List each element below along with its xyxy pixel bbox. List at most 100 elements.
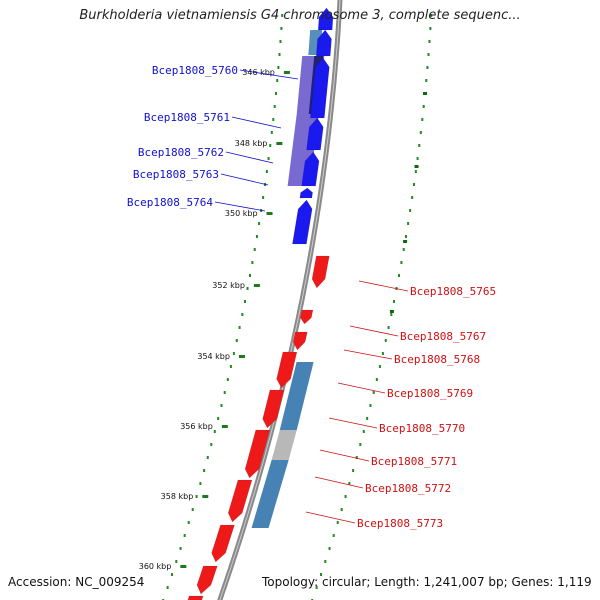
leader-line <box>358 280 409 292</box>
gene-label: Bcep1808_5769 <box>387 387 473 400</box>
gc-dot <box>223 391 226 394</box>
gene-label: Bcep1808_5770 <box>379 422 465 435</box>
reverse-gene-arrow <box>196 565 218 595</box>
gc-dot <box>203 469 206 472</box>
backbone-highlight <box>219 0 341 600</box>
cog-segment <box>251 460 289 528</box>
gc-dot <box>272 118 275 121</box>
gc-dot <box>430 14 433 17</box>
gc-dot <box>267 157 270 160</box>
gc-dot <box>179 547 182 550</box>
tick-mark <box>202 495 209 498</box>
gc-dot <box>427 53 430 56</box>
tick-mark <box>180 565 187 568</box>
gc-dot <box>418 144 421 147</box>
gc-mark <box>414 165 419 168</box>
gc-dot <box>191 508 194 511</box>
gene-label: Bcep1808_5762 <box>138 146 224 159</box>
gc-dot <box>375 378 378 381</box>
gene-label: Bcep1808_5763 <box>133 168 219 181</box>
tick-label: 358 kbp <box>161 492 194 501</box>
gc-dot <box>413 183 416 186</box>
gc-dot <box>348 482 351 485</box>
leader-line <box>214 201 266 212</box>
gc-dot <box>336 521 339 524</box>
gc-dot <box>352 469 355 472</box>
forward-gene-arrow <box>306 117 324 151</box>
gc-dot <box>278 53 281 56</box>
gc-dot <box>276 79 279 82</box>
gc-dot <box>340 508 343 511</box>
gc-dot <box>421 118 424 121</box>
tick-mark <box>276 142 283 145</box>
reverse-gene-arrow <box>262 389 285 429</box>
gc-dot <box>402 248 405 251</box>
gc-dot <box>366 417 369 420</box>
cog-segment <box>271 430 297 460</box>
gc-dot <box>213 430 216 433</box>
gc-dot <box>429 27 432 30</box>
leader-line <box>314 476 364 489</box>
reverse-gene-arrow <box>276 351 298 389</box>
tick-mark <box>221 425 228 428</box>
reverse-gene-arrow <box>211 524 235 563</box>
tick-mark <box>238 355 245 358</box>
gene-label: Bcep1808_5767 <box>400 330 486 343</box>
gc-dot <box>229 365 232 368</box>
gc-dot <box>372 391 375 394</box>
tick-label: 348 kbp <box>235 139 268 148</box>
tick-mark <box>283 71 290 74</box>
gc-dot <box>277 66 280 69</box>
gene-label: Bcep1808_5768 <box>394 353 480 366</box>
leader-line <box>319 449 370 462</box>
gc-dot <box>251 261 254 264</box>
gene-label: Bcep1808_5765 <box>410 285 496 298</box>
gc-dot <box>217 417 220 420</box>
tick-label: 360 kbp <box>139 562 172 571</box>
gc-dot <box>428 40 431 43</box>
gc-dot <box>175 560 178 563</box>
leader-line <box>225 151 274 164</box>
gc-dot <box>232 352 235 355</box>
reverse-gene-arrow <box>311 255 330 289</box>
gc-dot <box>269 144 272 147</box>
reverse-gene-arrow <box>187 595 204 600</box>
forward-gene-arrow <box>299 187 313 199</box>
gc-dot <box>258 222 261 225</box>
gc-dot <box>320 573 323 576</box>
gc-dot <box>270 131 273 134</box>
gc-dot <box>425 79 428 82</box>
gene-label: Bcep1808_5771 <box>371 455 457 468</box>
gc-dot <box>166 586 169 589</box>
accession-label: Accession: NC_009254 <box>8 575 145 589</box>
gc-dot <box>238 326 241 329</box>
gc-dot <box>392 300 395 303</box>
gc-dot <box>171 573 174 576</box>
gc-dot <box>275 92 278 95</box>
gc-dot <box>390 313 393 316</box>
gc-dot <box>378 365 381 368</box>
gc-dot <box>344 495 347 498</box>
gc-dot <box>235 339 238 342</box>
gc-dot <box>404 235 407 238</box>
gc-dot <box>426 66 429 69</box>
gc-mark <box>389 310 394 313</box>
gc-dot <box>324 560 327 563</box>
gc-dot <box>384 339 387 342</box>
tick-label: 356 kbp <box>180 422 213 431</box>
gene-label: Bcep1808_5761 <box>144 111 230 124</box>
gc-dot <box>355 456 358 459</box>
gc-dot <box>422 105 425 108</box>
leader-line <box>231 116 282 129</box>
leader-line <box>337 382 386 394</box>
gc-dot <box>210 443 213 446</box>
leader-line <box>343 349 393 360</box>
forward-gene-arrow <box>292 199 313 245</box>
gc-dot <box>183 534 186 537</box>
gc-dot <box>279 40 282 43</box>
gc-dot <box>280 27 283 30</box>
gc-dot <box>398 274 401 277</box>
reverse-gene-arrow <box>300 309 314 325</box>
